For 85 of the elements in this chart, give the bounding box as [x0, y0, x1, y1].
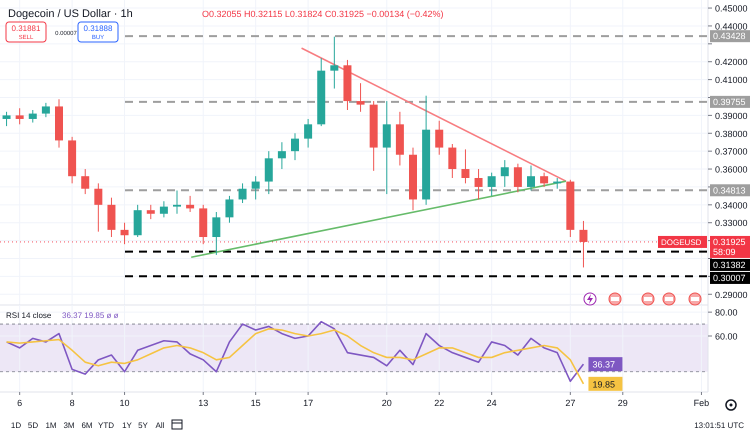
ref-line-label: 0.31925 — [713, 236, 746, 247]
text: YTD — [98, 421, 114, 430]
candlestick — [146, 204, 155, 220]
candlestick — [42, 102, 50, 118]
text: 1Y — [122, 421, 133, 430]
text: Dogecoin / US Dollar · 1h — [8, 8, 133, 20]
candlestick — [264, 150, 273, 195]
ref-line-label: 0.31382 — [713, 260, 746, 270]
x-tick-label: 13 — [198, 398, 208, 408]
x-tick-label: 6 — [17, 398, 22, 408]
candlestick — [186, 195, 194, 212]
text: 36.37 19.85 ø ø — [62, 311, 119, 320]
text: 5Y — [138, 421, 149, 430]
candlestick — [252, 176, 260, 200]
candlestick — [212, 211, 220, 256]
y-tick-label: 0.34000 — [715, 200, 748, 210]
candlestick — [514, 163, 522, 193]
y-tick-label: 0.36000 — [715, 164, 748, 175]
candlestick — [28, 110, 37, 124]
annotation: 0.31888 — [84, 24, 114, 33]
x-tick-label: 29 — [618, 398, 628, 408]
text: 3M — [63, 421, 75, 430]
ref-line-label: 0.39755 — [713, 96, 746, 107]
y-tick-label: 0.38000 — [715, 128, 748, 139]
text: 1D — [10, 421, 22, 430]
x-tick-label: 27 — [565, 398, 576, 408]
y-tick-label: 0.37000 — [715, 146, 748, 157]
candlestick — [382, 100, 391, 195]
y-tick-label: 0.42000 — [715, 57, 748, 68]
line-series — [6, 320, 584, 382]
y-tick-label: 0.33000 — [715, 218, 748, 228]
text: All — [156, 421, 165, 430]
candlestick — [160, 200, 168, 218]
x-tick-label: 24 — [486, 398, 497, 408]
y-tick-label: 0.29000 — [715, 290, 748, 300]
y-tick-label: 0.45000 — [715, 4, 748, 14]
data-label: 36.37 — [592, 360, 615, 370]
candlestick — [579, 220, 588, 268]
candlestick — [488, 172, 496, 196]
candlestick — [540, 172, 548, 188]
x-tick-label: 10 — [120, 398, 130, 408]
annotation: 0.31881 — [12, 24, 42, 33]
annotation: DOGEUSD — [661, 238, 702, 247]
candlestick — [356, 82, 365, 112]
candlestick — [120, 222, 129, 245]
text: RSI 14 close — [6, 311, 52, 320]
y-tick-label: 0.39000 — [715, 110, 748, 121]
x-tick-label: 17 — [303, 398, 314, 408]
y-tick-label: 0.41000 — [715, 75, 748, 86]
x-tick-label: 8 — [70, 398, 75, 408]
text: 1M — [45, 421, 57, 430]
y-tick-label: 60.00 — [715, 331, 738, 342]
candlestick — [304, 118, 312, 148]
candlestick — [500, 160, 509, 188]
candlestick — [474, 168, 483, 200]
candlestick — [16, 108, 24, 125]
candlestick — [278, 142, 286, 170]
candlestick — [435, 120, 444, 156]
candlestick — [291, 132, 299, 161]
text: O0.32055 H0.32115 L0.31824 C0.31925 −0.00134 (−0.42%) — [202, 9, 444, 19]
candlestick — [553, 177, 562, 190]
text: 58:09 — [713, 246, 736, 257]
x-tick-label: 15 — [250, 398, 261, 408]
candlestick — [225, 195, 234, 224]
x-tick-label: Feb — [694, 398, 710, 408]
y-tick-label: 0.44000 — [715, 21, 748, 32]
candlestick — [448, 144, 456, 178]
y-tick-label: 80.00 — [715, 308, 738, 318]
candlestick — [238, 182, 247, 204]
ref-line-label: 0.30007 — [713, 272, 746, 283]
text: 13:01:51 UTC — [694, 421, 744, 430]
candlestick — [461, 148, 470, 184]
candlestick — [330, 36, 338, 90]
ref-line-label: 0.43428 — [713, 31, 746, 42]
data-label: 19.85 — [592, 379, 615, 390]
x-tick-label: 20 — [382, 398, 392, 408]
ref-line-label: 0.34813 — [713, 185, 746, 196]
candlestick — [527, 164, 535, 192]
line-series — [6, 328, 584, 385]
candlestick — [2, 111, 11, 127]
x-tick-label: 22 — [434, 398, 444, 408]
text: 5D — [28, 421, 38, 430]
text: 6M — [81, 421, 93, 430]
candlestick — [94, 182, 102, 232]
candlestick — [81, 168, 90, 195]
